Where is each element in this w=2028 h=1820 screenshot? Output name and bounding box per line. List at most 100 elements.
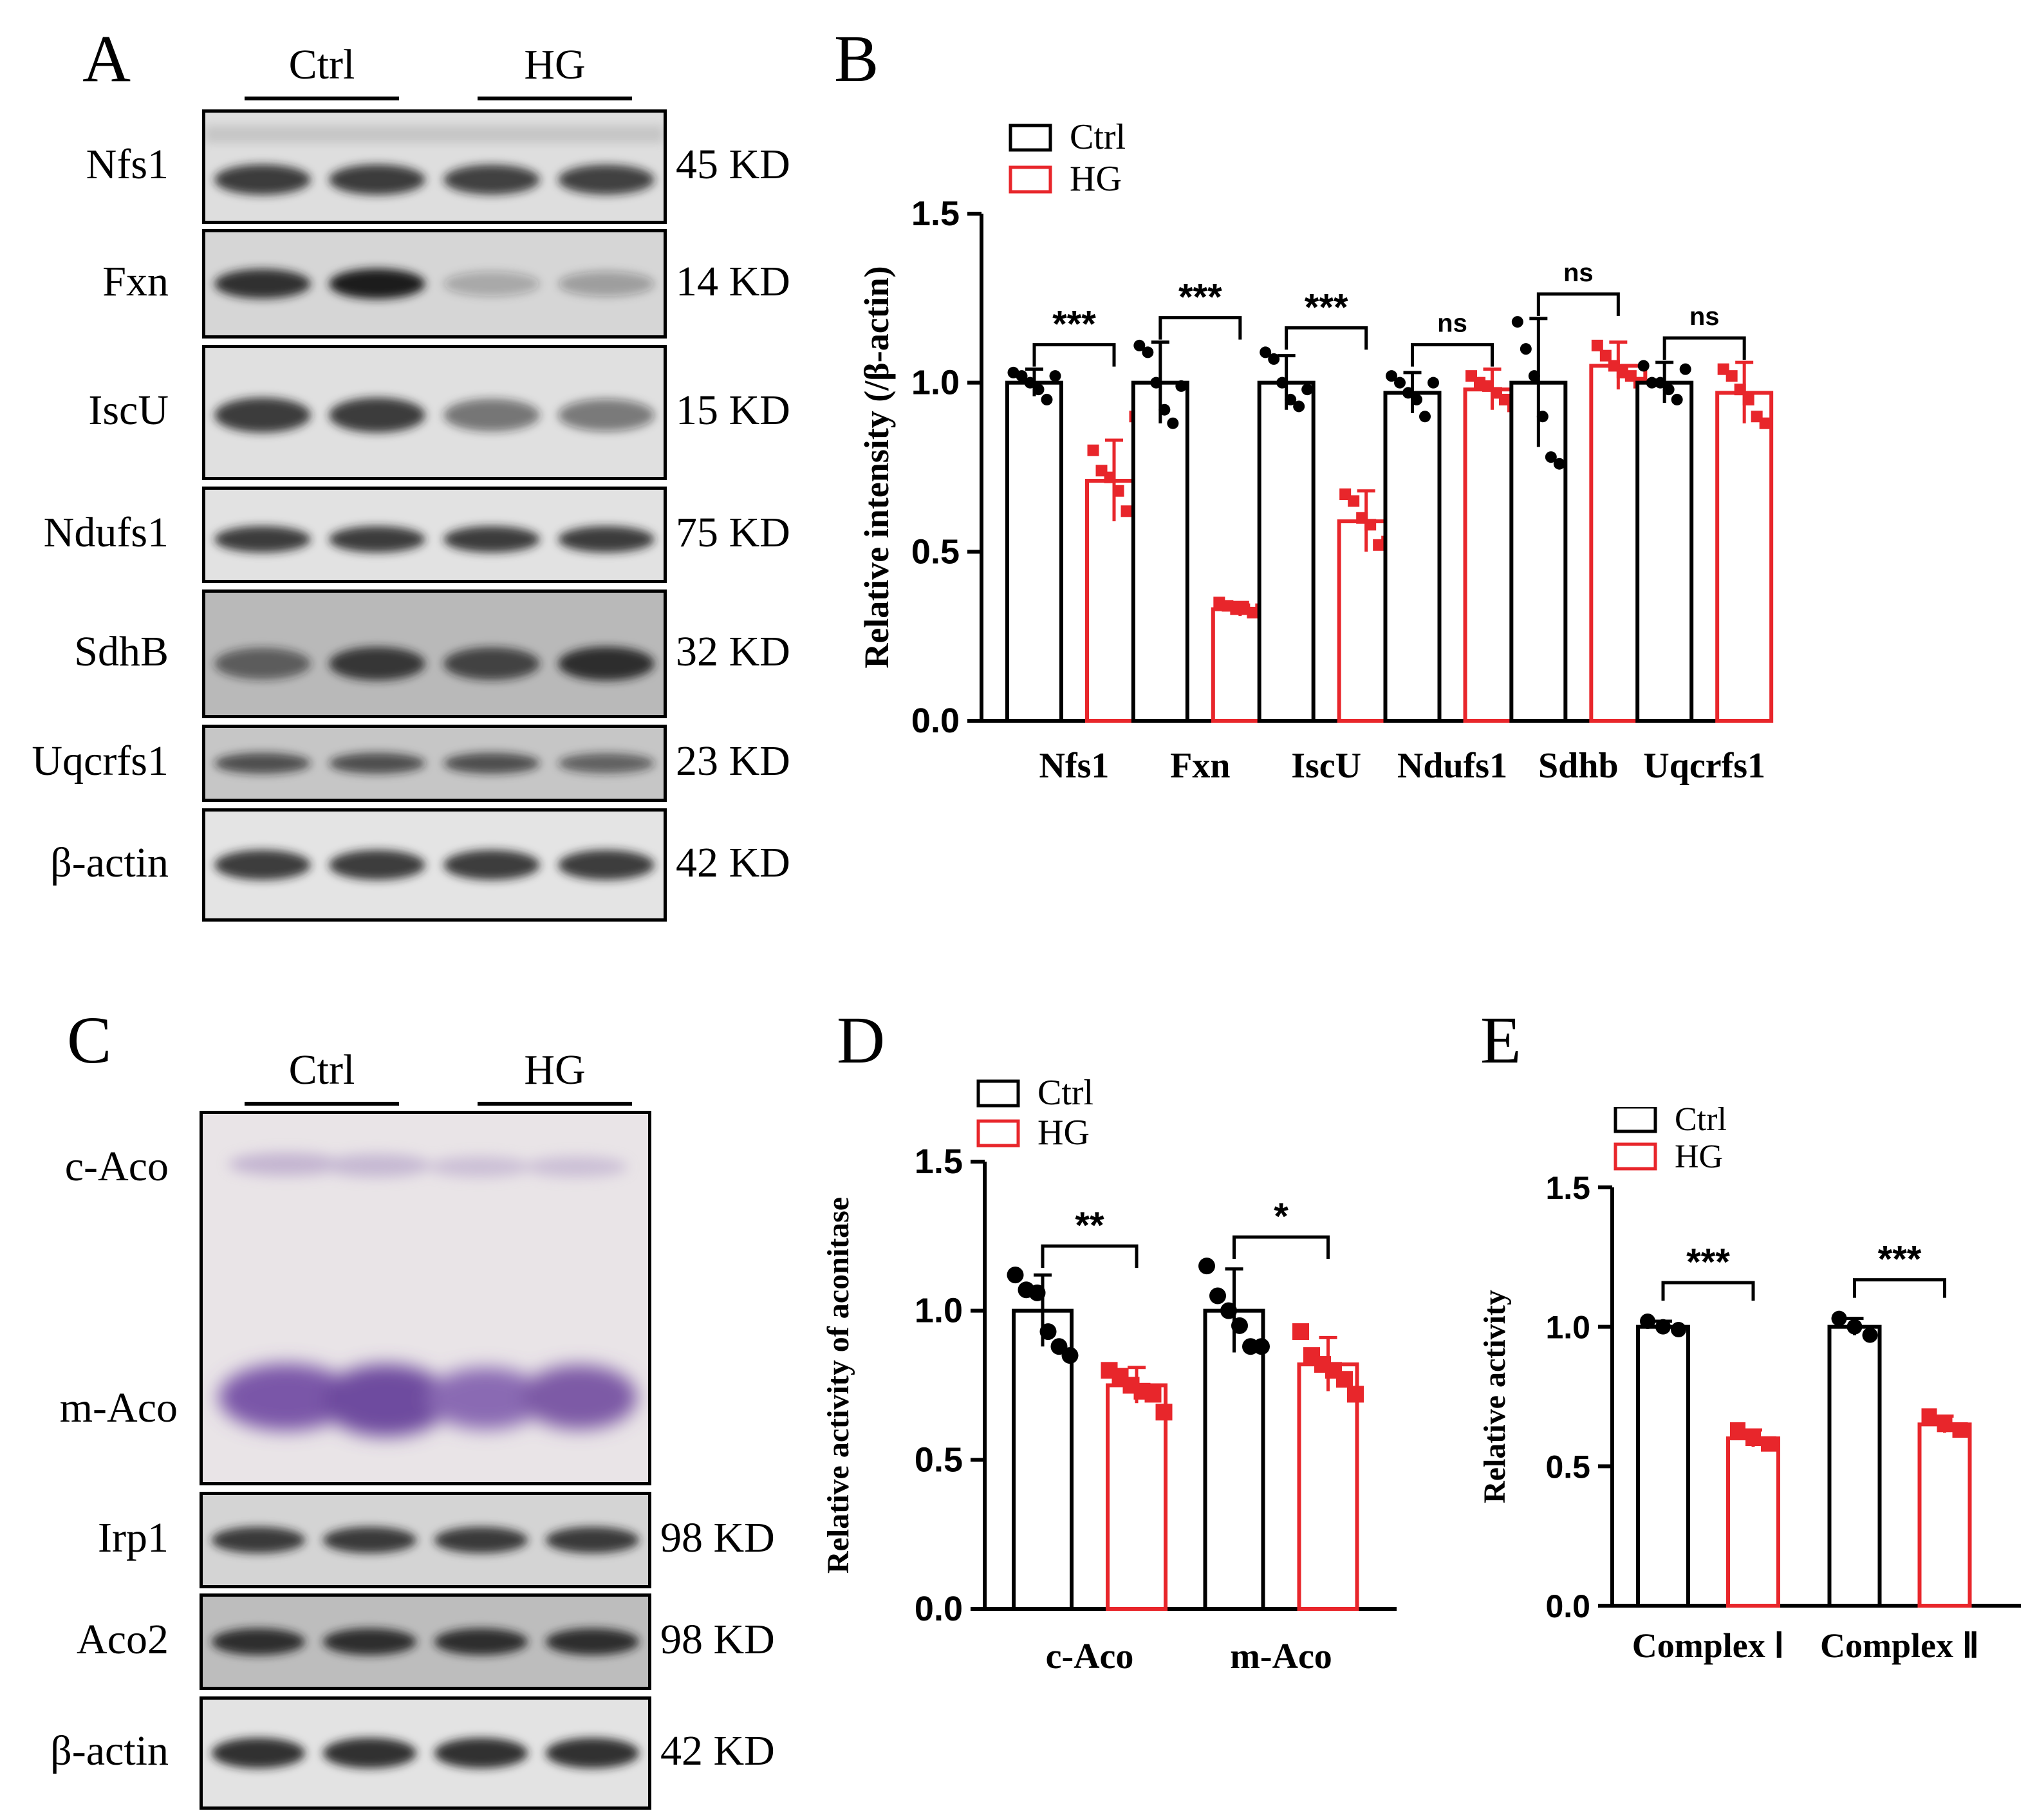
point-ctrl-m-aco <box>1231 1317 1248 1334</box>
point-ctrl-fxn <box>1175 380 1187 392</box>
significance-bracket-m-aco <box>1233 1235 1330 1259</box>
blot-label-sdhb: SdhB <box>74 628 169 675</box>
blot-bands-sdhb <box>205 593 664 715</box>
point-ctrl-ndufs1 <box>1411 393 1422 405</box>
point-ctrl-nfs1 <box>1016 370 1028 382</box>
significance-label-complex: *** <box>1878 1239 1922 1281</box>
blot-bands-actin <box>205 812 664 918</box>
bar-ctrl-complex <box>1636 1324 1690 1608</box>
point-hg-complex <box>1730 1422 1745 1438</box>
point-ctrl-nfs1 <box>1032 384 1045 396</box>
x-tick-label-iscu: IscU <box>1291 746 1361 786</box>
point-ctrl-complex <box>1831 1310 1847 1326</box>
blot-image-ndufs1 <box>202 487 667 583</box>
point-hg-complex <box>1745 1431 1761 1446</box>
point-hg-uqcrfs1 <box>1742 393 1754 405</box>
blot-band <box>558 753 655 774</box>
x-tick-label-complex: Complex Ⅱ <box>1820 1626 1979 1665</box>
blot-band <box>443 164 540 195</box>
blot-bands-aco2 <box>203 1597 648 1687</box>
point-ctrl-m-aco <box>1253 1338 1270 1355</box>
chart-svg: 0.0 0.5 1.0 1.5 Relative activity of aconita… <box>821 1073 1397 1676</box>
x-tick-label-complex: Complex Ⅰ <box>1632 1626 1784 1665</box>
point-ctrl-sdhb <box>1536 411 1549 423</box>
point-ctrl-complex <box>1655 1319 1671 1335</box>
significance-label-fxn: *** <box>1178 277 1222 319</box>
y-tick-label: 1.0 <box>1545 1310 1590 1346</box>
bar-ctrl-m-aco <box>1203 1308 1265 1611</box>
blot-bands-nfs1 <box>205 113 664 221</box>
point-ctrl-iscu <box>1285 393 1297 405</box>
point-ctrl-uqcrfs1 <box>1654 376 1666 389</box>
bar-ctrl-nfs1 <box>1005 380 1063 723</box>
chart-d-aconitase-activity: 0.0 0.5 1.0 1.5 Relative activity of aconita… <box>817 1068 1409 1718</box>
blot-label-irp1: Irp1 <box>98 1514 169 1561</box>
y-axis-label: Relative intensity (/β-actin) <box>857 266 896 668</box>
point-ctrl-ndufs1 <box>1419 411 1431 423</box>
point-ctrl-m-aco <box>1209 1287 1226 1305</box>
point-hg-m-aco <box>1347 1386 1364 1403</box>
group-label-ctrl: Ctrl <box>288 41 355 88</box>
blot-band <box>214 397 311 433</box>
blot-band <box>214 526 311 553</box>
blot-band <box>322 1628 417 1655</box>
blot-image-irp1 <box>200 1492 651 1588</box>
blot-label-uqcrfs1: Uqcrfs1 <box>32 738 169 785</box>
point-ctrl-sdhb <box>1520 343 1532 355</box>
blot-kd-nfs1: 45 KD <box>676 141 790 188</box>
point-hg-complex <box>1921 1408 1937 1424</box>
blot-bands-irp1 <box>203 1495 648 1585</box>
blot-band <box>545 1628 640 1655</box>
blot-band <box>329 526 425 553</box>
blot-kd-actin: 42 KD <box>676 839 790 886</box>
group-label-hg: HG <box>524 1046 586 1093</box>
bar-hg-c-aco <box>1106 1383 1167 1611</box>
point-ctrl-m-aco <box>1220 1302 1237 1319</box>
point-ctrl-iscu <box>1301 384 1314 396</box>
blot-band <box>443 526 540 553</box>
blot-band <box>329 850 425 880</box>
point-ctrl-nfs1 <box>1024 376 1036 389</box>
significance-bracket-nfs1 <box>1032 343 1116 367</box>
bar-ctrl-c-aco <box>1012 1308 1074 1611</box>
blot-image-actin <box>200 1696 651 1810</box>
blot-band <box>211 1628 306 1655</box>
significance-bracket-fxn <box>1158 316 1242 340</box>
blot-label-fxn: Fxn <box>102 258 169 305</box>
blot-band <box>211 1738 306 1769</box>
blot-bands-iscu <box>205 348 664 477</box>
blot-band <box>214 647 311 680</box>
chart-e-complex-activity: 0.0 0.5 1.0 1.5 Relative activity Ctrl HG *** Co… <box>1474 1107 2027 1705</box>
blot-band <box>545 1738 640 1769</box>
blot-label-ndufs1: Ndufs1 <box>43 509 169 556</box>
legend-label-ctrl: Ctrl <box>1037 1073 1093 1113</box>
point-ctrl-fxn <box>1150 376 1162 389</box>
legend-label-hg: HG <box>1070 159 1122 199</box>
blot-band <box>558 164 655 195</box>
blot-image-fxn <box>202 229 667 339</box>
blot-label-iscu: IscU <box>88 387 169 434</box>
blot-band <box>214 269 311 299</box>
legend-label-hg: HG <box>1675 1138 1723 1175</box>
blot-label-actin: β-actin <box>50 839 169 886</box>
point-ctrl-nfs1 <box>1041 393 1053 405</box>
significance-label-iscu: *** <box>1305 286 1348 328</box>
legend-label-ctrl: Ctrl <box>1675 1107 1727 1138</box>
aconitase-gel-bands <box>203 1114 648 1482</box>
blot-bands-uqcrfs1 <box>205 728 664 799</box>
point-hg-iscu <box>1348 495 1360 507</box>
legend-swatch-hg <box>1009 165 1052 194</box>
x-tick-label-uqcrfs1: Uqcrfs1 <box>1643 746 1765 786</box>
point-hg-uqcrfs1 <box>1734 384 1746 396</box>
blot-image-sdhb <box>202 590 667 718</box>
panel-letter-a: A <box>82 22 131 96</box>
blot-band <box>558 526 655 553</box>
blot-band <box>558 646 655 681</box>
blot-band <box>434 1527 528 1554</box>
point-hg-uqcrfs1 <box>1759 417 1771 429</box>
blot-band <box>322 1527 417 1554</box>
blot-band <box>211 1527 306 1554</box>
blot-band <box>329 397 425 433</box>
blot-band <box>443 647 540 680</box>
